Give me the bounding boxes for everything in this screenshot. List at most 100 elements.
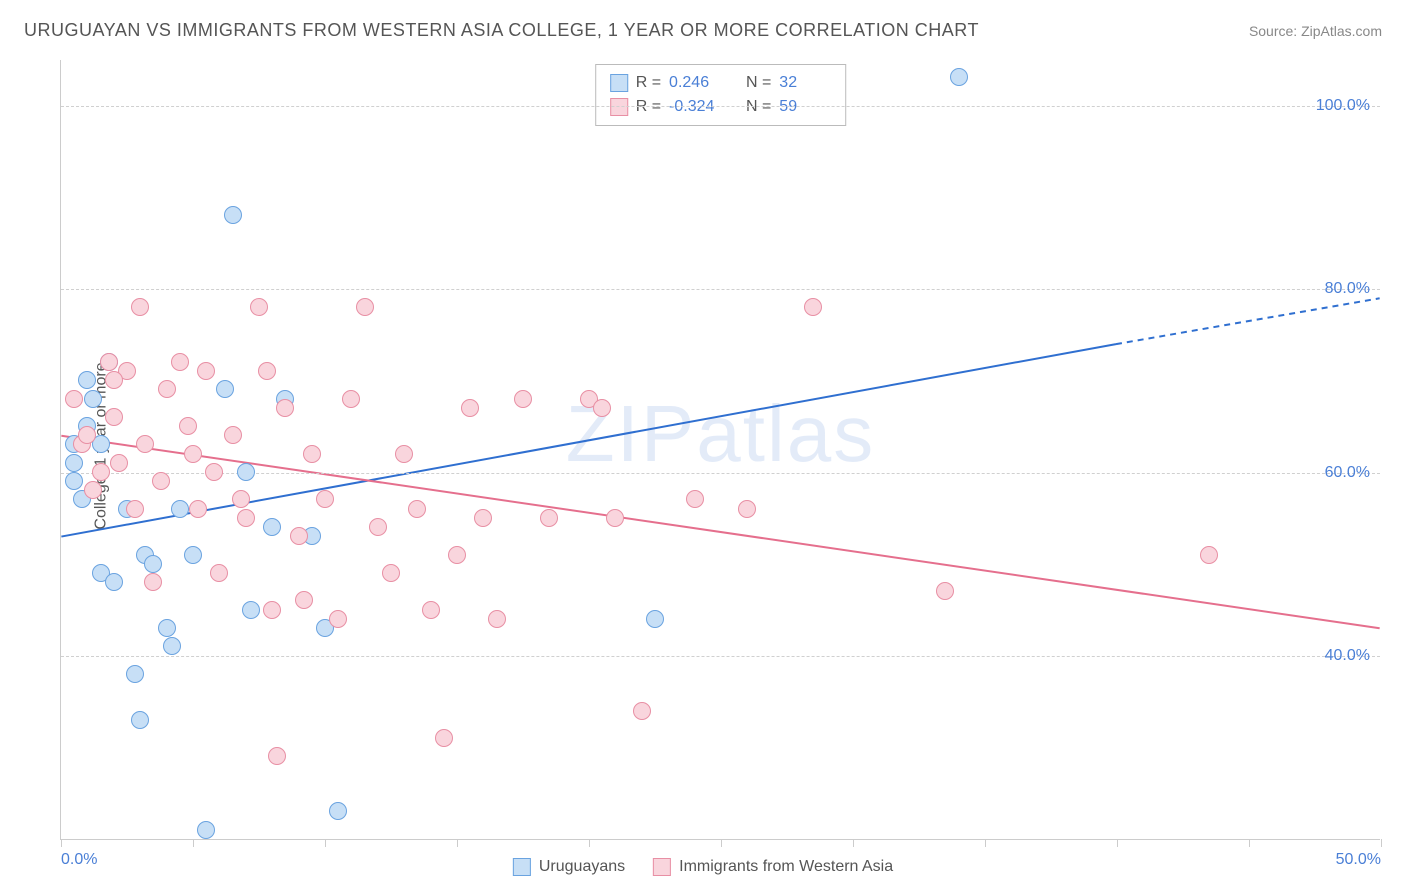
data-point-wasia	[263, 601, 281, 619]
data-point-wasia	[606, 509, 624, 527]
xtick	[193, 839, 194, 847]
data-point-uruguayans	[158, 619, 176, 637]
data-point-uruguayans	[105, 573, 123, 591]
data-point-wasia	[100, 353, 118, 371]
data-point-uruguayans	[126, 665, 144, 683]
data-point-uruguayans	[329, 802, 347, 820]
data-point-wasia	[342, 390, 360, 408]
data-point-wasia	[474, 509, 492, 527]
xtick	[457, 839, 458, 847]
data-point-wasia	[78, 426, 96, 444]
stats-row-uruguayans: R = 0.246 N = 32	[610, 71, 832, 95]
chart-title: URUGUAYAN VS IMMIGRANTS FROM WESTERN ASI…	[24, 20, 979, 41]
n-value: 32	[779, 71, 831, 95]
xtick-label: 50.0%	[1336, 851, 1381, 869]
legend-item-wasia: Immigrants from Western Asia	[653, 858, 893, 876]
n-label: N =	[746, 71, 771, 95]
data-point-wasia	[205, 463, 223, 481]
data-point-wasia	[258, 362, 276, 380]
ytick-label: 100.0%	[1316, 97, 1370, 115]
ytick-label: 40.0%	[1325, 647, 1370, 665]
data-point-wasia	[435, 729, 453, 747]
data-point-wasia	[356, 298, 374, 316]
data-point-wasia	[540, 509, 558, 527]
legend-item-uruguayans: Uruguayans	[513, 858, 625, 876]
data-point-wasia	[126, 500, 144, 518]
xtick	[61, 839, 62, 847]
data-point-wasia	[303, 445, 321, 463]
xtick-label: 0.0%	[61, 851, 97, 869]
data-point-wasia	[189, 500, 207, 518]
data-point-wasia	[514, 390, 532, 408]
data-point-wasia	[92, 463, 110, 481]
data-point-wasia	[295, 591, 313, 609]
data-point-uruguayans	[263, 518, 281, 536]
ytick-label: 80.0%	[1325, 280, 1370, 298]
data-point-wasia	[276, 399, 294, 417]
data-point-wasia	[408, 500, 426, 518]
xtick	[589, 839, 590, 847]
r-label: R =	[636, 71, 661, 95]
bottom-legend: Uruguayans Immigrants from Western Asia	[513, 858, 893, 876]
data-point-wasia	[633, 702, 651, 720]
data-point-wasia	[136, 435, 154, 453]
legend-swatch-uruguayans	[610, 74, 628, 92]
data-point-wasia	[210, 564, 228, 582]
gridline	[61, 473, 1380, 474]
data-point-wasia	[237, 509, 255, 527]
xtick	[1249, 839, 1250, 847]
r-value: 0.246	[669, 71, 721, 95]
data-point-uruguayans	[216, 380, 234, 398]
data-point-wasia	[197, 362, 215, 380]
data-point-wasia	[268, 747, 286, 765]
data-point-wasia	[105, 408, 123, 426]
legend-swatch-uruguayans	[513, 858, 531, 876]
data-point-wasia	[448, 546, 466, 564]
data-point-wasia	[232, 490, 250, 508]
data-point-wasia	[686, 490, 704, 508]
data-point-wasia	[152, 472, 170, 490]
data-point-uruguayans	[65, 472, 83, 490]
data-point-wasia	[105, 371, 123, 389]
data-point-uruguayans	[65, 454, 83, 472]
xtick	[721, 839, 722, 847]
r-label: R =	[636, 95, 661, 119]
data-point-wasia	[158, 380, 176, 398]
data-point-wasia	[329, 610, 347, 628]
data-point-wasia	[250, 298, 268, 316]
data-point-wasia	[461, 399, 479, 417]
r-value: -0.324	[669, 95, 721, 119]
data-point-wasia	[131, 298, 149, 316]
data-point-uruguayans	[950, 68, 968, 86]
xtick	[1117, 839, 1118, 847]
data-point-uruguayans	[184, 546, 202, 564]
data-point-wasia	[65, 390, 83, 408]
data-point-wasia	[184, 445, 202, 463]
xtick	[1381, 839, 1382, 847]
source-label: Source: ZipAtlas.com	[1249, 23, 1382, 39]
data-point-uruguayans	[646, 610, 664, 628]
correlation-chart: URUGUAYAN VS IMMIGRANTS FROM WESTERN ASI…	[0, 0, 1406, 892]
legend-label: Immigrants from Western Asia	[679, 858, 893, 876]
data-point-uruguayans	[78, 371, 96, 389]
data-point-wasia	[290, 527, 308, 545]
data-point-wasia	[316, 490, 334, 508]
data-point-uruguayans	[144, 555, 162, 573]
n-value: 59	[779, 95, 831, 119]
plot-area: ZIPatlas R =0.246 N =32R =-0.324 N =59 4…	[60, 60, 1380, 840]
data-point-wasia	[179, 417, 197, 435]
data-point-wasia	[144, 573, 162, 591]
data-point-uruguayans	[131, 711, 149, 729]
data-point-uruguayans	[84, 390, 102, 408]
trendline-uruguayans	[61, 344, 1116, 536]
trend-lines-svg	[61, 60, 1380, 839]
data-point-uruguayans	[171, 500, 189, 518]
xtick	[985, 839, 986, 847]
data-point-wasia	[936, 582, 954, 600]
legend-label: Uruguayans	[539, 858, 625, 876]
trendline-ext-uruguayans	[1116, 298, 1380, 344]
stats-legend: R = 0.246 N = 32R = -0.324 N = 59	[595, 64, 847, 126]
data-point-uruguayans	[242, 601, 260, 619]
data-point-uruguayans	[197, 821, 215, 839]
data-point-wasia	[382, 564, 400, 582]
